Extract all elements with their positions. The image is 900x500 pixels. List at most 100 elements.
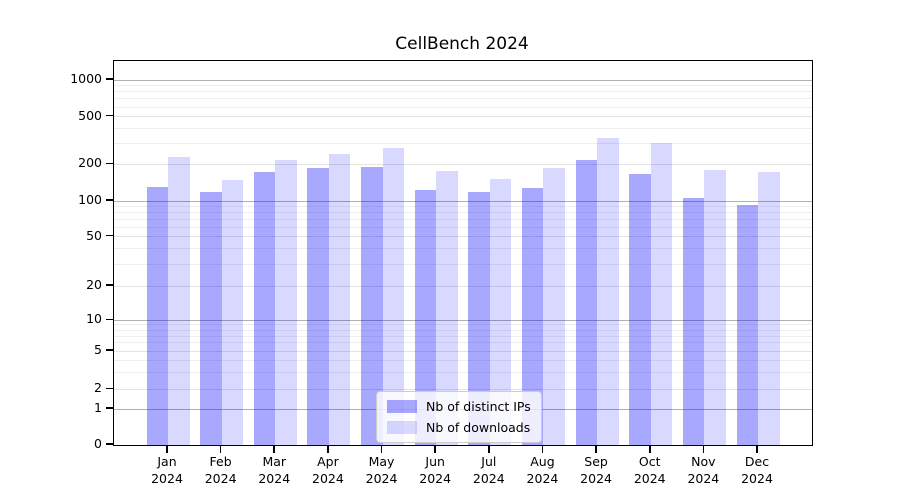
y-tick-label-50: 50 — [86, 227, 102, 243]
y-tick-mark — [106, 114, 113, 117]
bar-downloads-apr — [328, 153, 351, 445]
bar-downloads-may — [382, 147, 405, 445]
y-tick-label-10: 10 — [86, 311, 102, 327]
gridline — [114, 319, 812, 321]
bar-downloads-feb — [221, 179, 244, 445]
legend-item-downloads: Nb of downloads — [387, 420, 531, 435]
y-tick-mark — [106, 199, 113, 201]
legend-label-distinct-ips: Nb of distinct IPs — [426, 399, 531, 414]
gridline — [114, 324, 812, 326]
x-tick-mark — [273, 445, 276, 453]
bar-distinct-ips-nov — [682, 198, 705, 445]
x-tick-mark — [166, 445, 168, 453]
gridline — [114, 335, 812, 337]
bar-downloads-oct — [650, 143, 673, 445]
bar-distinct-ips-apr — [307, 168, 329, 445]
x-tick-mark — [595, 445, 597, 453]
x-tick-label-aug: Aug 2024 — [526, 454, 559, 486]
x-tick-label-dec: Dec 2024 — [741, 454, 773, 486]
y-tick-mark — [106, 318, 113, 321]
legend-label-downloads: Nb of downloads — [426, 420, 531, 435]
x-tick-mark — [541, 445, 544, 453]
x-tick-label-mar: Mar 2024 — [258, 454, 291, 486]
bar-downloads-sep — [597, 138, 619, 445]
bar-distinct-ips-jun — [414, 190, 437, 445]
gridline — [114, 205, 812, 207]
chart-title: CellBench 2024 — [395, 34, 529, 54]
bar-downloads-jul — [489, 178, 512, 445]
bar-distinct-ips-aug — [521, 188, 544, 445]
bar-distinct-ips-feb — [200, 192, 222, 445]
gridline — [114, 163, 812, 165]
x-tick-mark — [219, 445, 222, 453]
x-tick-mark — [380, 445, 383, 453]
bar-downloads-dec — [758, 172, 780, 445]
gridline — [114, 211, 812, 213]
y-tick-label-0: 0 — [94, 436, 102, 451]
gridline — [114, 98, 812, 100]
bar-downloads-jun — [436, 171, 458, 445]
gridline — [114, 85, 812, 87]
x-tick-label-oct: Oct 2024 — [633, 454, 666, 486]
gridline — [114, 106, 812, 108]
y-tick-mark — [106, 387, 113, 390]
gridline — [114, 200, 812, 202]
y-tick-mark — [106, 234, 113, 237]
y-tick-label-20: 20 — [86, 277, 102, 292]
y-tick-label-200: 200 — [78, 155, 102, 171]
gridline — [114, 79, 812, 81]
x-tick-mark — [434, 445, 436, 453]
x-tick-mark — [756, 445, 758, 453]
y-tick-label-100: 100 — [78, 192, 102, 207]
plot-area: Nb of distinct IPs Nb of downloads — [113, 60, 813, 446]
bar-distinct-ips-mar — [253, 172, 276, 445]
gridline — [114, 116, 812, 118]
x-tick-label-apr: Apr 2024 — [312, 454, 344, 486]
bar-distinct-ips-oct — [629, 174, 651, 445]
gridline — [114, 127, 812, 129]
x-tick-label-nov: Nov 2024 — [687, 454, 720, 486]
gridline — [114, 236, 812, 238]
gridline — [114, 248, 812, 250]
bar-distinct-ips-sep — [575, 160, 598, 445]
x-tick-label-jun: Jun 2024 — [419, 454, 452, 486]
bar-downloads-nov — [704, 169, 726, 445]
x-tick-mark — [327, 445, 329, 453]
y-tick-label-2: 2 — [94, 380, 102, 396]
x-tick-label-jan: Jan 2024 — [151, 454, 183, 486]
legend-swatch-downloads — [387, 421, 417, 434]
gridline — [114, 263, 812, 265]
bar-downloads-jan — [168, 157, 190, 445]
y-tick-label-1000: 1000 — [70, 71, 102, 86]
bar-distinct-ips-jul — [468, 191, 490, 445]
bar-distinct-ips-dec — [736, 204, 758, 445]
gridline — [114, 342, 812, 344]
bar-distinct-ips-may — [361, 167, 383, 445]
gridline — [114, 142, 812, 144]
x-tick-mark — [488, 445, 490, 453]
y-tick-mark — [106, 78, 113, 80]
x-tick-label-may: May 2024 — [365, 454, 398, 486]
y-tick-label-500: 500 — [78, 107, 102, 123]
gridline — [114, 285, 812, 287]
x-tick-label-jul: Jul 2024 — [472, 454, 505, 486]
y-tick-mark — [106, 162, 113, 165]
y-tick-mark — [106, 284, 113, 286]
legend-item-distinct-ips: Nb of distinct IPs — [387, 399, 531, 414]
bar-downloads-aug — [543, 168, 565, 445]
bar-distinct-ips-jan — [146, 187, 168, 445]
y-tick-label-5: 5 — [94, 342, 102, 357]
gridline — [114, 226, 812, 228]
y-tick-mark — [106, 443, 113, 445]
x-tick-mark — [702, 445, 705, 453]
legend: Nb of distinct IPs Nb of downloads — [376, 391, 542, 443]
x-tick-label-sep: Sep 2024 — [580, 454, 612, 486]
gridline — [114, 218, 812, 220]
bar-downloads-mar — [275, 160, 297, 445]
legend-swatch-distinct-ips — [387, 400, 417, 413]
gridline — [114, 359, 812, 361]
gridline — [114, 91, 812, 93]
gridline — [114, 329, 812, 331]
gridline — [114, 371, 812, 373]
